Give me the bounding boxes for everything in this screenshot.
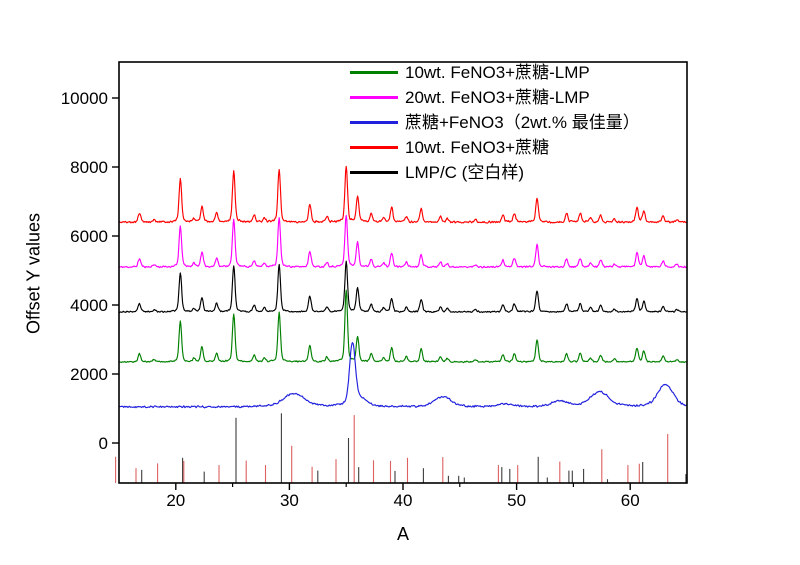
legend-item: 10wt. FeNO3+蔗糖 [350,135,640,160]
legend-item: 20wt. FeNO3+蔗糖-LMP [350,85,640,110]
trace-10wt. FeNO3+蔗糖-LMP [118,289,688,364]
trace-LMP/C (空白样) [118,260,688,314]
legend-item: LMP/C (空白样) [350,160,640,185]
x-tick-label: 20 [166,491,185,510]
y-tick-label: 8000 [70,158,108,177]
x-axis-title: A [396,524,409,544]
trace-蔗糖+FeNO3（2wt.% 最佳量） [119,342,688,409]
legend-item: 10wt. FeNO3+蔗糖-LMP [350,60,640,85]
y-tick-label: 10000 [61,89,108,108]
y-tick-label: 4000 [70,296,108,315]
legend-label: 10wt. FeNO3+蔗糖-LMP [405,63,590,82]
trace-20wt. FeNO3+蔗糖-LMP [119,214,688,269]
legend: 10wt. FeNO3+蔗糖-LMP 20wt. FeNO3+蔗糖-LMP 蔗糖+F… [350,60,640,185]
legend-line-sample [350,71,398,74]
trace-10wt. FeNO3+蔗糖 [118,165,688,224]
x-tick-label: 30 [280,491,299,510]
y-tick-label: 0 [99,434,108,453]
legend-label: 20wt. FeNO3+蔗糖-LMP [405,88,590,107]
legend-line-sample [350,146,398,149]
legend-line-sample [350,121,398,124]
legend-label: LMP/C (空白样) [405,163,524,182]
y-tick-label: 6000 [70,227,108,246]
legend-label: 蔗糖+FeNO3（2wt.% 最佳量） [405,113,640,132]
x-tick-label: 50 [507,491,526,510]
x-tick-label: 40 [394,491,413,510]
legend-line-sample [350,171,398,174]
y-tick-label: 2000 [70,365,108,384]
legend-line-sample [350,96,398,99]
x-tick-label: 60 [621,491,640,510]
y-axis-title: Offset Y values [23,212,44,335]
legend-item: 蔗糖+FeNO3（2wt.% 最佳量） [350,110,640,135]
legend-label: 10wt. FeNO3+蔗糖 [405,138,550,157]
